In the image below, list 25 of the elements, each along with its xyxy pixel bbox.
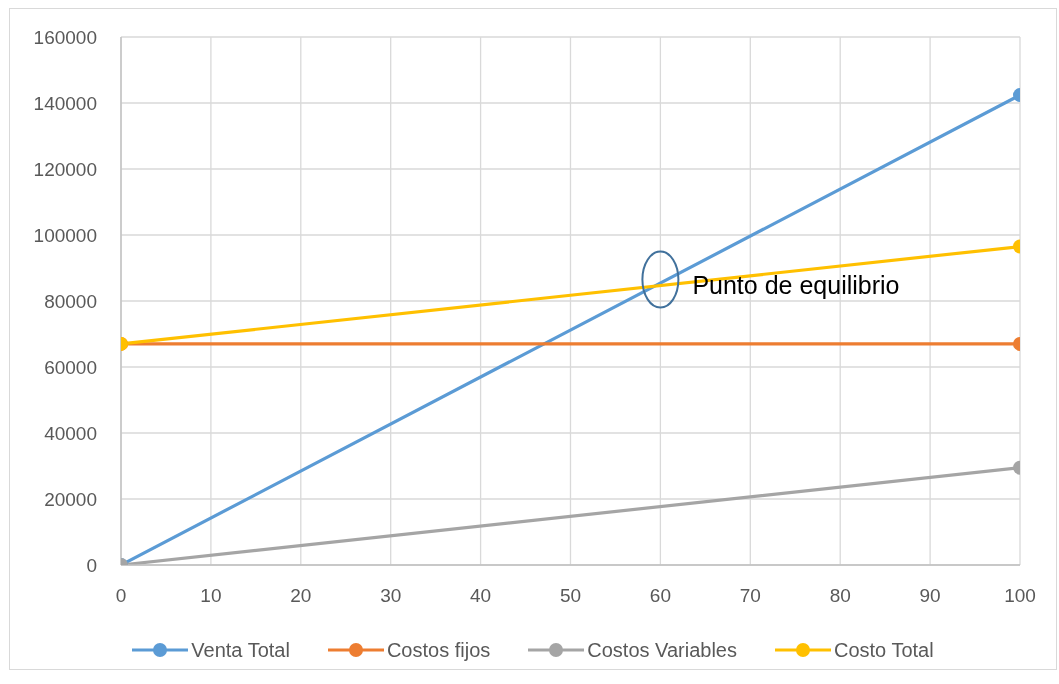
x-tick-label: 50 [559,585,582,607]
x-tick-label: 70 [739,585,761,607]
x-tick-label: 30 [380,585,402,607]
x-tick-label: 90 [919,585,941,607]
y-tick-label: 0 [86,554,97,576]
x-tick-label: 10 [200,585,222,607]
x-tick-label: 100 [1004,585,1036,607]
y-tick-label: 60000 [44,356,97,378]
y-tick-label: 100000 [33,224,97,246]
x-tick-label: 0 [115,585,127,607]
x-tick-label: 60 [649,585,671,607]
y-tick-label: 80000 [44,290,97,312]
x-tick-label: 40 [470,585,492,607]
x-tick-label: 20 [290,585,312,607]
y-tick-label: 20000 [44,488,97,510]
y-tick-label: 120000 [33,158,97,180]
y-tick-label: 40000 [44,422,97,444]
y-tick-label: 140000 [33,92,97,114]
legend-label: Costos Variables [587,638,737,662]
legend-label: Costos fijos [386,638,491,662]
annotation: Punto de equilibrio [692,270,900,299]
legend-label: Costo Total [834,638,934,662]
x-tick-label: 80 [829,585,851,607]
y-tick-label: 160000 [33,26,97,48]
legend-label: Venta Total [191,638,290,662]
